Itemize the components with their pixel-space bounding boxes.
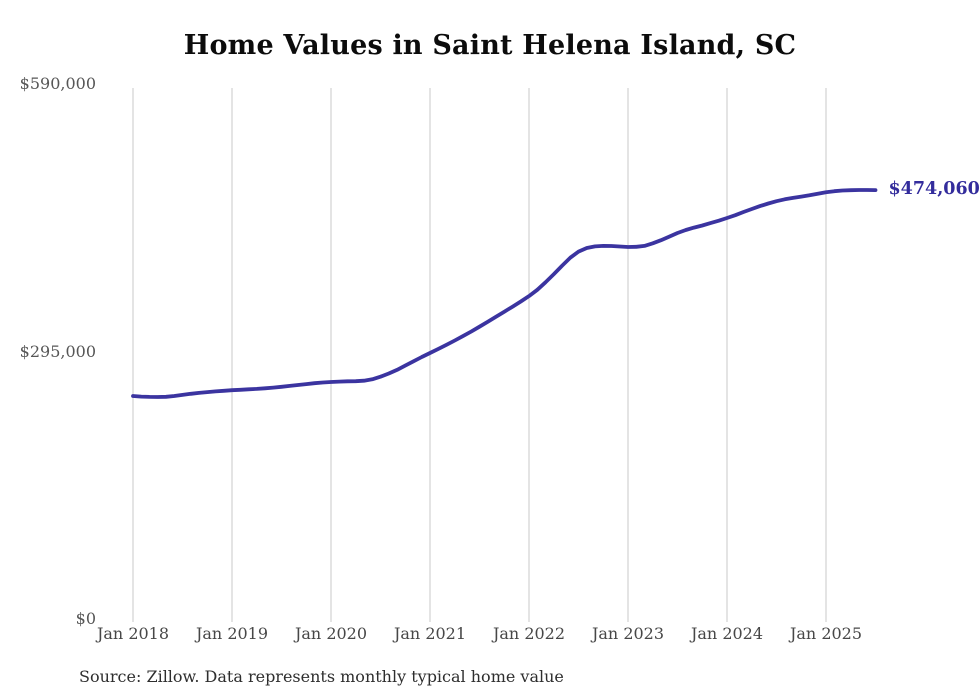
x-axis-label: Jan 2025 <box>789 624 863 643</box>
y-axis-label: $590,000 <box>19 74 96 93</box>
home-value-line <box>131 188 878 399</box>
chart-title: Home Values in Saint Helena Island, SC <box>183 30 797 61</box>
end-value-label: $474,060 <box>888 179 980 200</box>
x-axis-label: Jan 2019 <box>195 624 269 643</box>
x-axis-label: Jan 2024 <box>690 624 764 643</box>
y-axis-label: $295,000 <box>19 341 96 361</box>
y-axis-label: $0 <box>75 609 96 628</box>
x-axis-label: Jan 2021 <box>393 624 467 643</box>
x-axis-label: Jan 2023 <box>591 624 665 643</box>
x-axis-label: Jan 2020 <box>294 624 368 643</box>
source-note: Source: Zillow. Data represents monthly … <box>79 667 564 686</box>
x-axis-label: Jan 2018 <box>96 624 170 643</box>
x-axis-label: Jan 2022 <box>492 624 566 643</box>
